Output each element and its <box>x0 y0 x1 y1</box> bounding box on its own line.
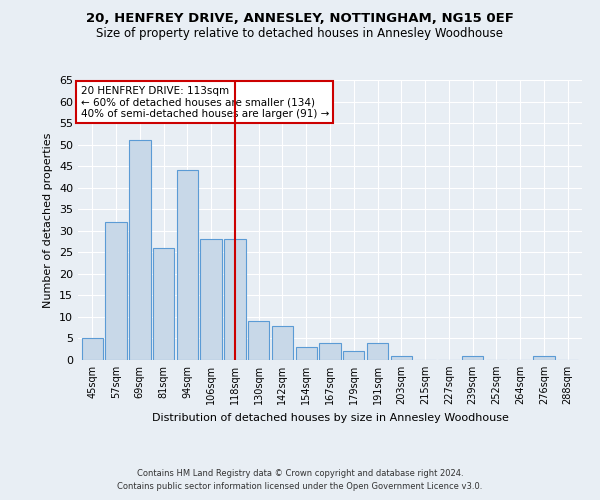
Bar <box>153 248 174 360</box>
Bar <box>176 170 198 360</box>
Bar <box>200 240 222 360</box>
Bar <box>367 343 388 360</box>
Bar <box>82 338 103 360</box>
Bar <box>391 356 412 360</box>
Text: Size of property relative to detached houses in Annesley Woodhouse: Size of property relative to detached ho… <box>97 28 503 40</box>
Text: 20, HENFREY DRIVE, ANNESLEY, NOTTINGHAM, NG15 0EF: 20, HENFREY DRIVE, ANNESLEY, NOTTINGHAM,… <box>86 12 514 26</box>
Bar <box>224 240 245 360</box>
Text: Contains HM Land Registry data © Crown copyright and database right 2024.: Contains HM Land Registry data © Crown c… <box>137 468 463 477</box>
Text: 20 HENFREY DRIVE: 113sqm
← 60% of detached houses are smaller (134)
40% of semi-: 20 HENFREY DRIVE: 113sqm ← 60% of detach… <box>80 86 329 119</box>
X-axis label: Distribution of detached houses by size in Annesley Woodhouse: Distribution of detached houses by size … <box>152 412 508 422</box>
Bar <box>533 356 554 360</box>
Bar <box>296 347 317 360</box>
Bar <box>248 321 269 360</box>
Bar <box>129 140 151 360</box>
Bar <box>343 352 364 360</box>
Bar <box>272 326 293 360</box>
Text: Contains public sector information licensed under the Open Government Licence v3: Contains public sector information licen… <box>118 482 482 491</box>
Bar <box>462 356 484 360</box>
Bar <box>106 222 127 360</box>
Bar <box>319 343 341 360</box>
Y-axis label: Number of detached properties: Number of detached properties <box>43 132 53 308</box>
